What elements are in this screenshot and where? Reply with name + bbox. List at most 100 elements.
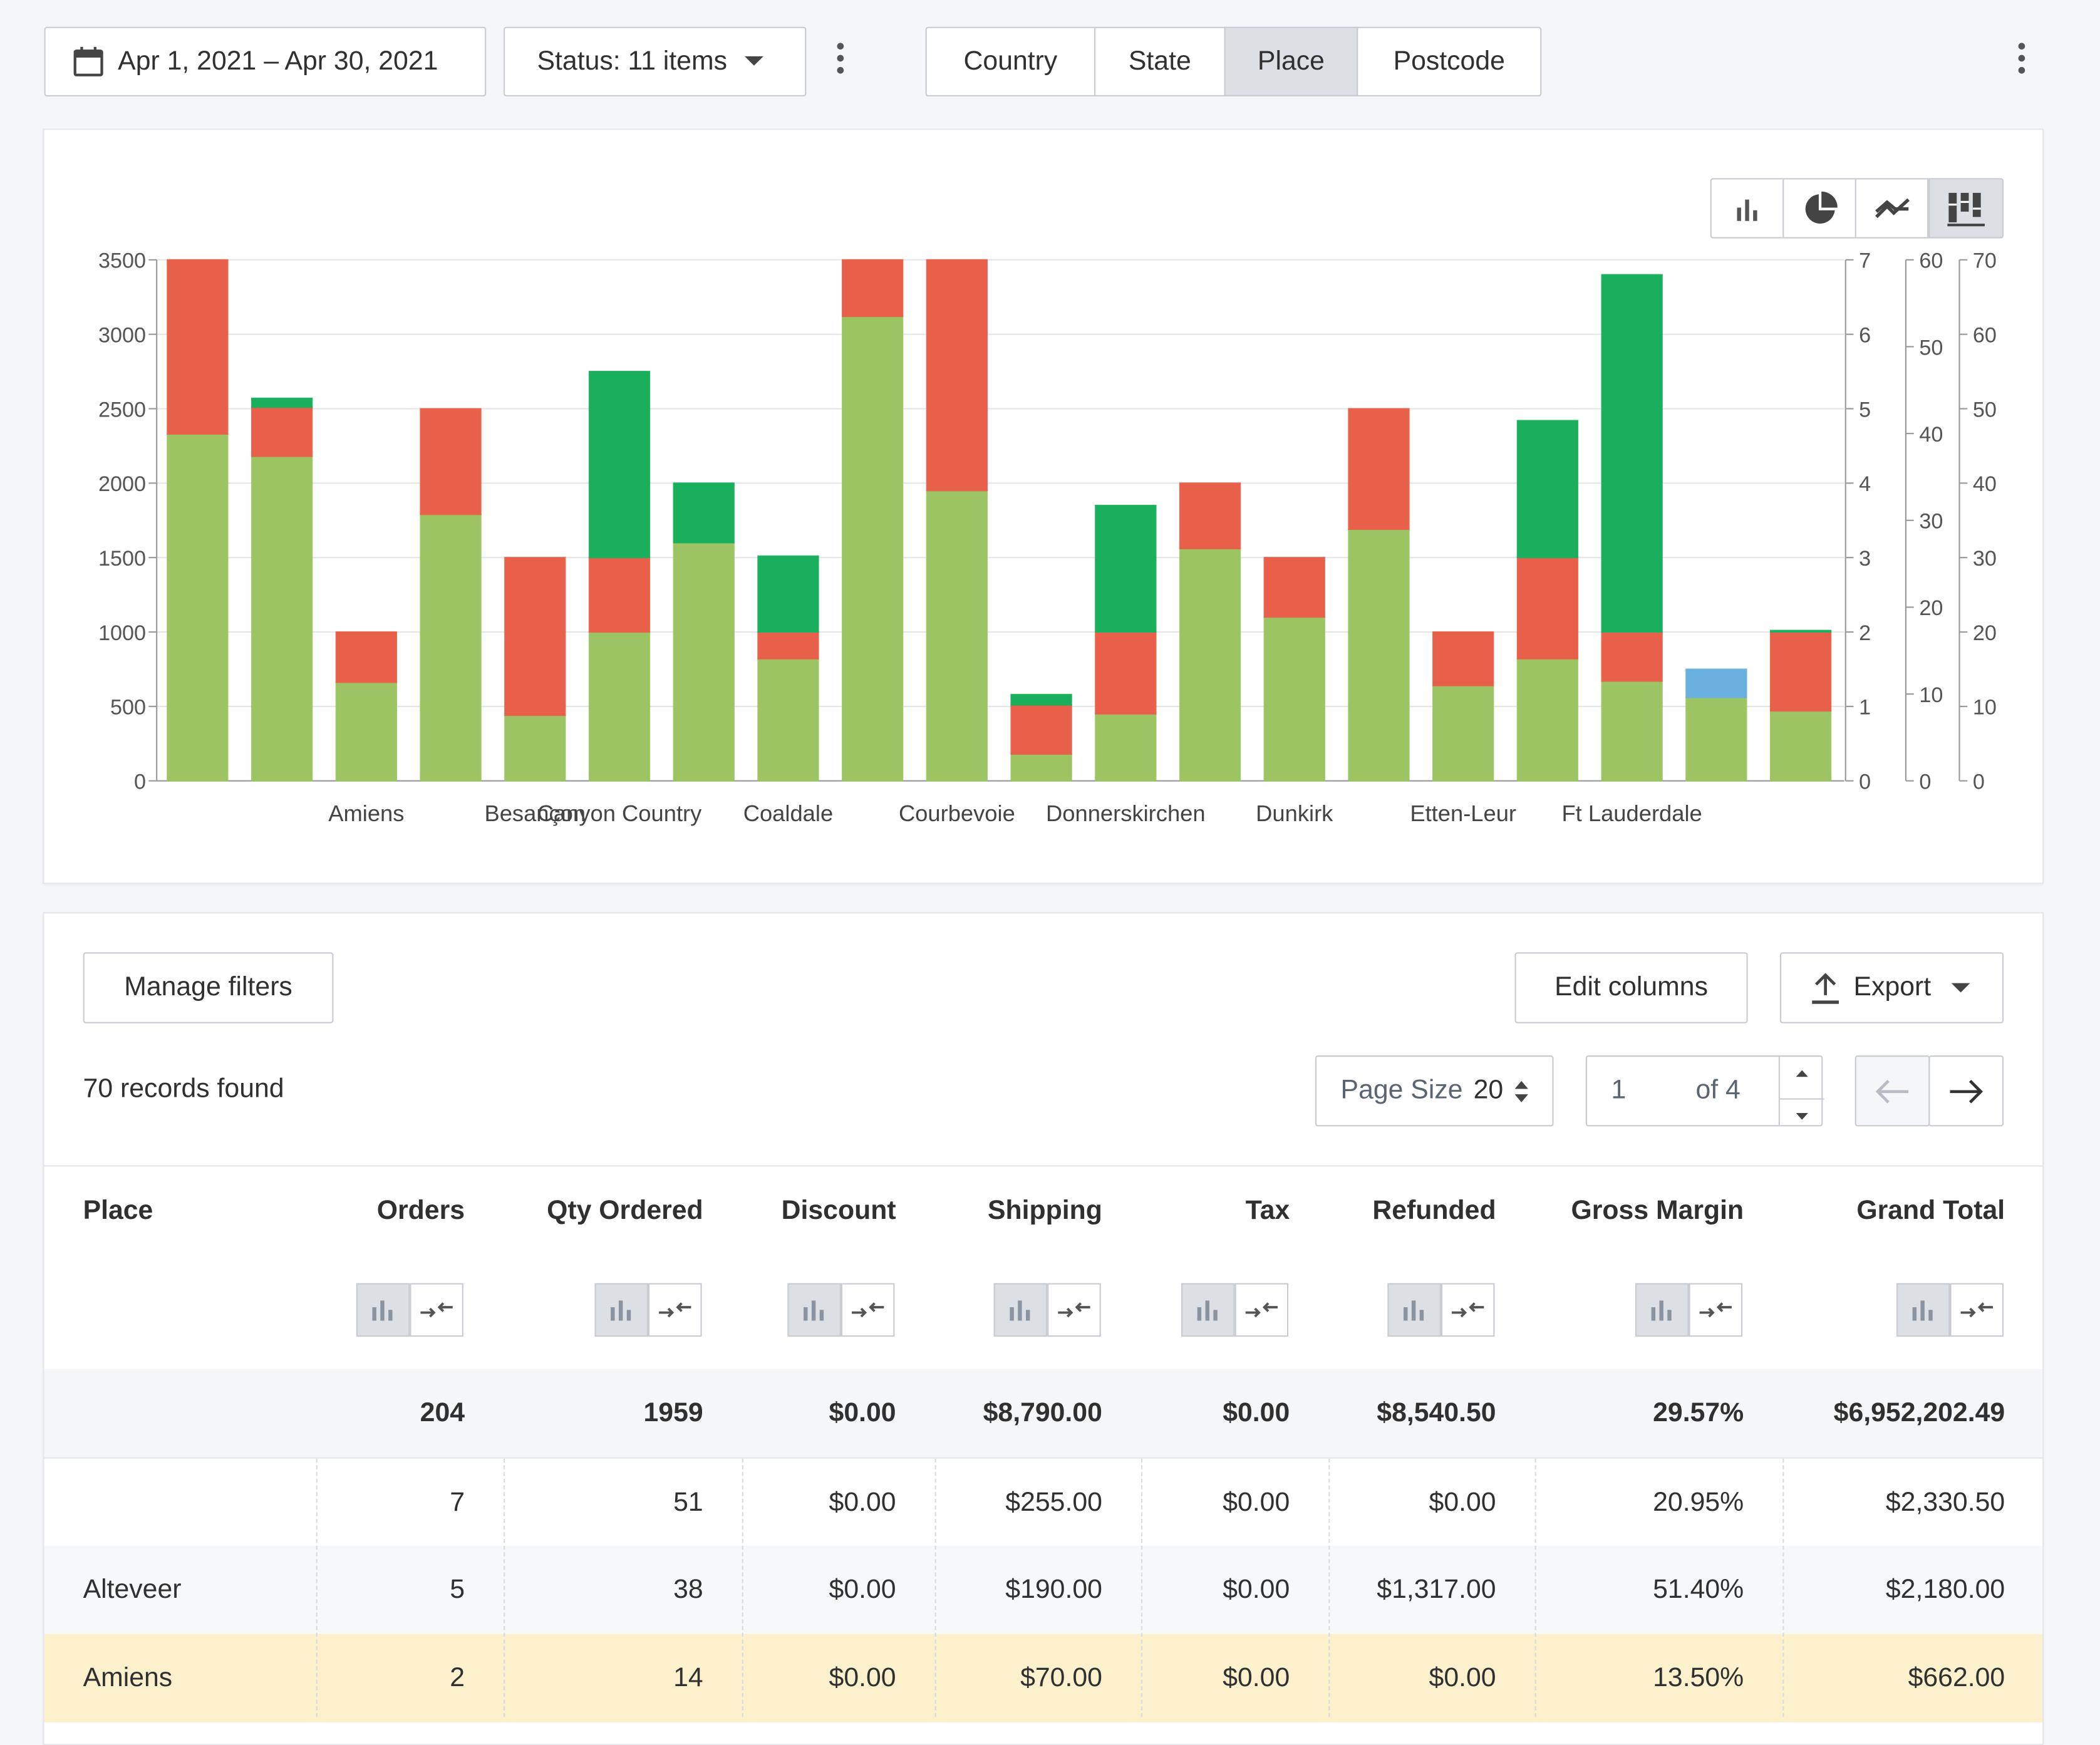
right-axis-tick-label: 0 <box>1859 770 1871 794</box>
bar-segment <box>504 557 566 717</box>
stacked-bar-chart: 0500100015002000250030003500012345670102… <box>98 249 1997 826</box>
col-header-orders[interactable]: Orders <box>376 1196 465 1226</box>
column-chart-toggle[interactable] <box>1635 1283 1689 1337</box>
bar-segment <box>1516 658 1579 782</box>
right-axis-tick-label: 10 <box>1919 683 1943 707</box>
bar-segment <box>1179 482 1241 549</box>
bar-segment <box>251 455 313 782</box>
right-axis-tick-label: 3 <box>1859 547 1871 571</box>
column-chart-toggle[interactable] <box>356 1283 410 1337</box>
compare-arrows-icon <box>659 1302 691 1318</box>
col-header-place[interactable]: Place <box>83 1196 153 1226</box>
column-separator <box>1782 1458 1784 1717</box>
bar-segment <box>167 259 229 435</box>
edit-columns-label: Edit columns <box>1554 972 1708 1002</box>
bar-segment <box>1348 528 1410 782</box>
column-compare-toggle[interactable] <box>1441 1283 1495 1337</box>
column-chart-toggle[interactable] <box>787 1283 841 1337</box>
y-tick-label: 1000 <box>98 621 146 645</box>
bar-segment <box>1601 274 1663 633</box>
cell-orders: 5 <box>450 1575 465 1605</box>
prev-page-button[interactable] <box>1854 1055 1930 1127</box>
col-header-qty-ordered[interactable]: Qty Ordered <box>547 1196 703 1226</box>
filters-more-icon[interactable] <box>837 43 846 79</box>
cell-gross-margin: 20.95% <box>1653 1488 1744 1518</box>
col-header-refunded[interactable]: Refunded <box>1372 1196 1496 1226</box>
page-stepper[interactable] <box>1778 1057 1824 1126</box>
tab-country-label: Country <box>963 46 1058 76</box>
date-range-label: Apr 1, 2021 – Apr 30, 2021 <box>118 46 438 76</box>
bar-chart-icon <box>611 1300 631 1321</box>
records-count: 70 records found <box>83 1074 284 1104</box>
cell-shipping: $8,790.00 <box>983 1398 1102 1428</box>
column-chart-toggle[interactable] <box>594 1283 648 1337</box>
cell-tax: $0.00 <box>1223 1575 1290 1605</box>
bar-chart-button[interactable] <box>1710 178 1784 239</box>
col-header-shipping[interactable]: Shipping <box>987 1196 1102 1226</box>
bar-segment <box>1769 710 1832 782</box>
bar-segment <box>1010 753 1072 782</box>
tab-place[interactable]: Place <box>1224 26 1358 96</box>
tab-postcode[interactable]: Postcode <box>1357 26 1542 96</box>
bar-segment <box>251 406 313 457</box>
tab-state[interactable]: State <box>1094 26 1226 96</box>
column-separator <box>742 1458 743 1717</box>
bar-segment <box>335 631 398 683</box>
column-chart-toggle[interactable] <box>1387 1283 1441 1337</box>
table-row[interactable]: 7 51 $0.00 $255.00 $0.00 $0.00 20.95% $2,330.50 <box>44 1457 2043 1547</box>
bar-segment <box>1432 631 1494 686</box>
pie-chart-button[interactable] <box>1782 178 1856 239</box>
next-page-button[interactable] <box>1928 1055 2004 1127</box>
column-chart-toggle[interactable] <box>993 1283 1048 1337</box>
bar-segment <box>757 658 819 782</box>
column-compare-toggle[interactable] <box>1234 1283 1289 1337</box>
tab-country[interactable]: Country <box>925 26 1096 96</box>
col-header-gross-margin[interactable]: Gross Margin <box>1571 1196 1744 1226</box>
bar-segment <box>335 681 398 782</box>
right-axis-tick-label: 40 <box>1919 423 1943 447</box>
edit-columns-button[interactable]: Edit columns <box>1514 952 1748 1023</box>
column-compare-toggle[interactable] <box>648 1283 702 1337</box>
bar-segment <box>588 557 651 633</box>
col-header-tax[interactable]: Tax <box>1245 1196 1290 1226</box>
table-row[interactable]: Amiens 2 14 $0.00 $70.00 $0.00 $0.00 13.50% $662… <box>44 1634 2043 1722</box>
date-range-picker[interactable]: Apr 1, 2021 – Apr 30, 2021 <box>44 26 487 96</box>
column-chart-toggle[interactable] <box>1896 1283 1950 1337</box>
column-compare-toggle[interactable] <box>1047 1283 1101 1337</box>
column-chart-toggle[interactable] <box>1181 1283 1235 1337</box>
column-compare-toggle[interactable] <box>410 1283 463 1337</box>
export-button[interactable]: Export <box>1779 952 2004 1023</box>
column-separator <box>1328 1458 1330 1717</box>
stepper-down-icon[interactable] <box>1780 1100 1824 1133</box>
status-filter-dropdown[interactable]: Status: 11 items <box>504 26 807 96</box>
cell-tax: $0.00 <box>1223 1663 1290 1693</box>
bar-segment <box>588 631 651 782</box>
column-compare-toggle[interactable] <box>1950 1283 2004 1337</box>
col-discount-tools <box>787 1283 896 1340</box>
cell-place: Alteveer <box>83 1575 182 1605</box>
x-tick-label: Amiens <box>328 800 404 826</box>
stacked-chart-button[interactable] <box>1928 178 2004 239</box>
trend-chart-button[interactable] <box>1854 178 1929 239</box>
compare-arrows-icon <box>1245 1302 1278 1318</box>
table-row[interactable]: Alteveer 5 38 $0.00 $190.00 $0.00 $1,317.00 51.… <box>44 1545 2043 1634</box>
page-number-input[interactable]: 1 of 4 <box>1585 1055 1824 1127</box>
page-size-select[interactable]: Page Size 20 <box>1315 1055 1554 1127</box>
compare-arrows-icon <box>1452 1302 1484 1318</box>
bar-chart-icon <box>804 1300 824 1321</box>
column-compare-toggle[interactable] <box>841 1283 895 1337</box>
stepper-up-icon[interactable] <box>1780 1057 1824 1090</box>
col-refunded-tools <box>1387 1283 1496 1340</box>
cell-qty-ordered: 14 <box>673 1663 703 1693</box>
col-header-grand-total[interactable]: Grand Total <box>1856 1196 2005 1226</box>
manage-filters-button[interactable]: Manage filters <box>83 952 334 1023</box>
right-axis-tick-label: 50 <box>1973 398 1997 422</box>
page-more-icon[interactable] <box>2018 43 2027 79</box>
cell-qty-ordered: 51 <box>673 1488 703 1518</box>
bar-segment <box>1685 668 1747 698</box>
col-header-discount[interactable]: Discount <box>781 1196 896 1226</box>
col-qty-ordered-tools <box>594 1283 703 1340</box>
cell-discount: $0.00 <box>829 1398 896 1428</box>
stacked-chart-icon <box>1947 192 1985 226</box>
column-compare-toggle[interactable] <box>1689 1283 1743 1337</box>
